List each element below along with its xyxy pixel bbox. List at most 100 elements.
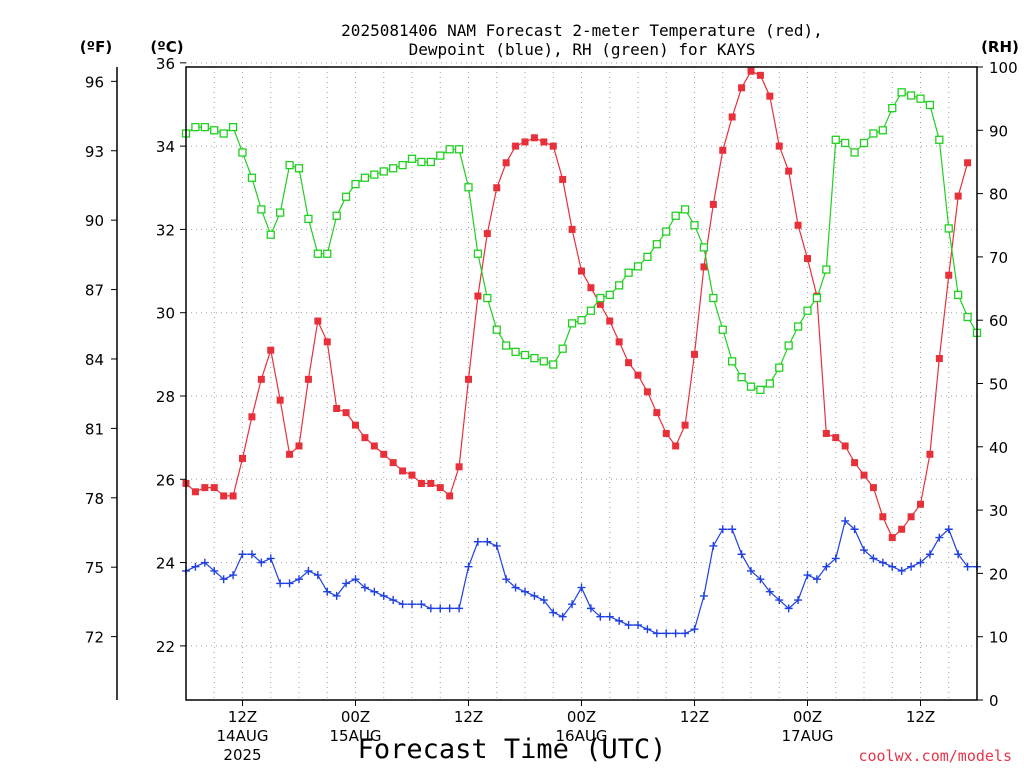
dewpoint-point bbox=[681, 629, 690, 638]
rh-point bbox=[709, 293, 718, 303]
temperature-point bbox=[625, 359, 633, 367]
temperature-point bbox=[417, 479, 425, 487]
dewpoint-point bbox=[690, 625, 699, 634]
rh-point bbox=[360, 173, 370, 182]
rh-point bbox=[530, 354, 539, 363]
rh-point bbox=[624, 268, 633, 277]
rh-point bbox=[793, 322, 803, 331]
dewpoint-point bbox=[436, 604, 445, 613]
dewpoint-point bbox=[483, 537, 492, 546]
celsius-tick-label: 26 bbox=[156, 471, 175, 489]
rh-line bbox=[185, 91, 978, 391]
temperature-point bbox=[954, 192, 962, 200]
temperature-point bbox=[804, 255, 811, 263]
temperature-point bbox=[380, 450, 388, 458]
temperature-point bbox=[399, 467, 407, 475]
temperature-point bbox=[210, 484, 218, 492]
rh-point bbox=[944, 224, 953, 233]
rh-point bbox=[577, 316, 586, 325]
celsius-tick-label: 28 bbox=[156, 388, 175, 406]
temperature-point bbox=[606, 317, 614, 325]
x-date-label: 17AUG bbox=[782, 727, 834, 745]
temperature-point bbox=[728, 113, 736, 121]
credit-link[interactable]: coolwx.com/models bbox=[858, 747, 1012, 765]
dewpoint-point bbox=[342, 579, 351, 588]
temperature-point bbox=[596, 300, 604, 308]
temperature-point bbox=[822, 429, 830, 437]
rh-point bbox=[266, 230, 275, 239]
temperature-point bbox=[879, 513, 887, 521]
temperature-point bbox=[691, 350, 698, 358]
rh-tick-label: 30 bbox=[989, 502, 1008, 520]
temperature-point bbox=[851, 459, 859, 467]
rh-point bbox=[351, 179, 360, 189]
rh-point bbox=[596, 293, 605, 303]
rh-point bbox=[841, 138, 850, 148]
dewpoint-point bbox=[473, 537, 482, 546]
rh-tick-label: 20 bbox=[989, 565, 1008, 583]
rh-point bbox=[680, 205, 690, 214]
rh-point bbox=[643, 252, 652, 262]
rh-point bbox=[483, 293, 492, 303]
rh-point bbox=[935, 135, 944, 144]
rh-point bbox=[699, 243, 709, 252]
temperature-point bbox=[446, 492, 454, 500]
dewpoint-point bbox=[850, 525, 859, 534]
temperature-point bbox=[860, 471, 868, 479]
temperature-point bbox=[634, 371, 642, 379]
temperature-point bbox=[352, 421, 359, 429]
temperature-point bbox=[436, 484, 444, 492]
dewpoint-point bbox=[878, 558, 887, 567]
dewpoint-point bbox=[200, 558, 209, 567]
temperature-point bbox=[502, 159, 510, 167]
x-date-label: 16AUG bbox=[556, 727, 608, 745]
temperature-point bbox=[295, 442, 303, 450]
dewpoint-point bbox=[747, 566, 755, 575]
rh-point bbox=[332, 211, 341, 220]
rh-point bbox=[671, 211, 680, 220]
dewpoint-point bbox=[247, 550, 256, 559]
rh-point bbox=[954, 290, 963, 300]
dewpoint-point bbox=[662, 629, 671, 638]
rh-point bbox=[567, 319, 577, 328]
dewpoint-point bbox=[897, 566, 906, 575]
dewpoint-point bbox=[577, 583, 586, 592]
rh-point bbox=[247, 173, 257, 182]
temperature-point bbox=[907, 513, 915, 521]
rh-point bbox=[398, 160, 407, 170]
rh-point bbox=[662, 227, 671, 236]
rh-point bbox=[341, 192, 351, 201]
fahrenheit-tick-label: 90 bbox=[85, 212, 104, 230]
temperature-point bbox=[945, 271, 953, 279]
temperature-point bbox=[926, 450, 934, 458]
dewpoint-point bbox=[643, 625, 652, 634]
temperature-point bbox=[267, 346, 275, 354]
rh-point bbox=[219, 129, 228, 138]
temperature-point bbox=[747, 67, 755, 75]
temperature-point bbox=[832, 434, 840, 442]
temperature-point bbox=[408, 471, 416, 479]
dewpoint-point bbox=[351, 575, 360, 584]
dewpoint-point bbox=[360, 583, 369, 592]
rh-point bbox=[304, 214, 313, 224]
rh-point bbox=[294, 164, 304, 173]
dewpoint-point bbox=[389, 596, 398, 605]
rh-point bbox=[323, 249, 332, 258]
rh-point bbox=[492, 325, 501, 334]
temperature-point bbox=[239, 454, 246, 462]
rh-point bbox=[285, 160, 294, 170]
dewpoint-point bbox=[257, 558, 266, 567]
dewpoint-point bbox=[210, 566, 219, 575]
rh-point bbox=[454, 145, 464, 154]
temperature-point bbox=[229, 492, 237, 500]
rh-tick-label: 100 bbox=[989, 59, 1018, 77]
temperature-point bbox=[653, 409, 661, 417]
temperature-point bbox=[578, 267, 585, 275]
rh-point bbox=[417, 157, 426, 167]
temperature-point bbox=[681, 421, 689, 429]
temperature-point bbox=[841, 442, 849, 450]
dewpoint-point bbox=[822, 562, 831, 571]
dewpoint-point bbox=[709, 541, 718, 550]
rh-point bbox=[549, 360, 558, 369]
dewpoint-point bbox=[652, 629, 661, 638]
